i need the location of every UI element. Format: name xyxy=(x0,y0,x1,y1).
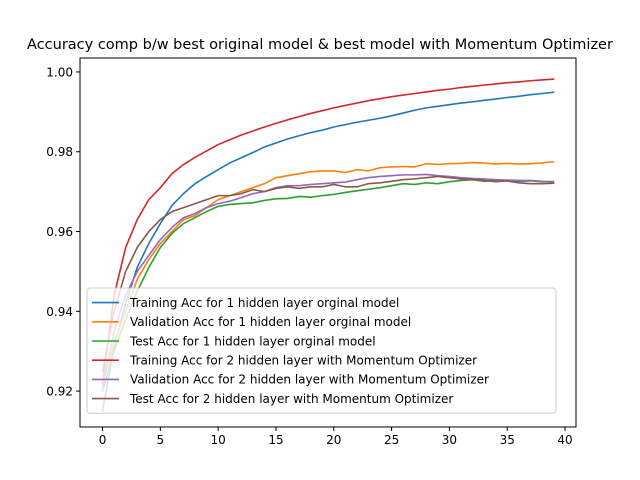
y-tick-label: 0.98 xyxy=(46,145,73,159)
x-tick-label: 20 xyxy=(326,433,341,447)
legend-entry: Training Acc for 2 hidden layer with Mom… xyxy=(129,354,477,368)
y-axis: 0.92 0.94 0.96 0.98 1.00 xyxy=(46,65,80,399)
y-tick-label: 0.94 xyxy=(46,305,73,319)
series-line-4 xyxy=(101,78,555,385)
x-tick-label: 10 xyxy=(211,433,226,447)
x-tick-label: 40 xyxy=(557,433,572,447)
legend-entry: Training Acc for 1 hidden layer orginal … xyxy=(129,296,399,310)
x-tick-label: 5 xyxy=(157,433,165,447)
x-tick-label: 35 xyxy=(500,433,515,447)
y-tick-label: 0.96 xyxy=(46,225,73,239)
x-tick-label: 15 xyxy=(268,433,283,447)
x-tick-label: 0 xyxy=(99,433,107,447)
legend-entry: Test Acc for 1 hidden layer orginal mode… xyxy=(129,334,376,348)
series-line-1 xyxy=(101,91,555,412)
legend-box xyxy=(86,287,557,414)
legend-entry: Validation Acc for 1 hidden layer orgina… xyxy=(130,315,411,329)
x-axis: 0 5 10 15 20 25 30 35 40 xyxy=(99,427,573,447)
series-layer xyxy=(101,78,555,412)
x-tick-label: 30 xyxy=(442,433,457,447)
series-line-6 xyxy=(101,175,555,373)
chart-title: Accuracy comp b/w best original model & … xyxy=(27,37,613,53)
y-tick-label: 0.92 xyxy=(46,385,73,399)
y-tick-label: 1.00 xyxy=(46,65,73,79)
series-line-5 xyxy=(101,173,555,389)
legend: Training Acc for 1 hidden layer orginal … xyxy=(86,287,557,414)
axes-frame xyxy=(79,57,577,428)
x-tick-label: 25 xyxy=(384,433,399,447)
legend-entry: Validation Acc for 2 hidden layer with M… xyxy=(130,373,489,387)
series-line-2 xyxy=(101,160,555,385)
legend-entry: Test Acc for 2 hidden layer with Momentu… xyxy=(129,392,453,406)
